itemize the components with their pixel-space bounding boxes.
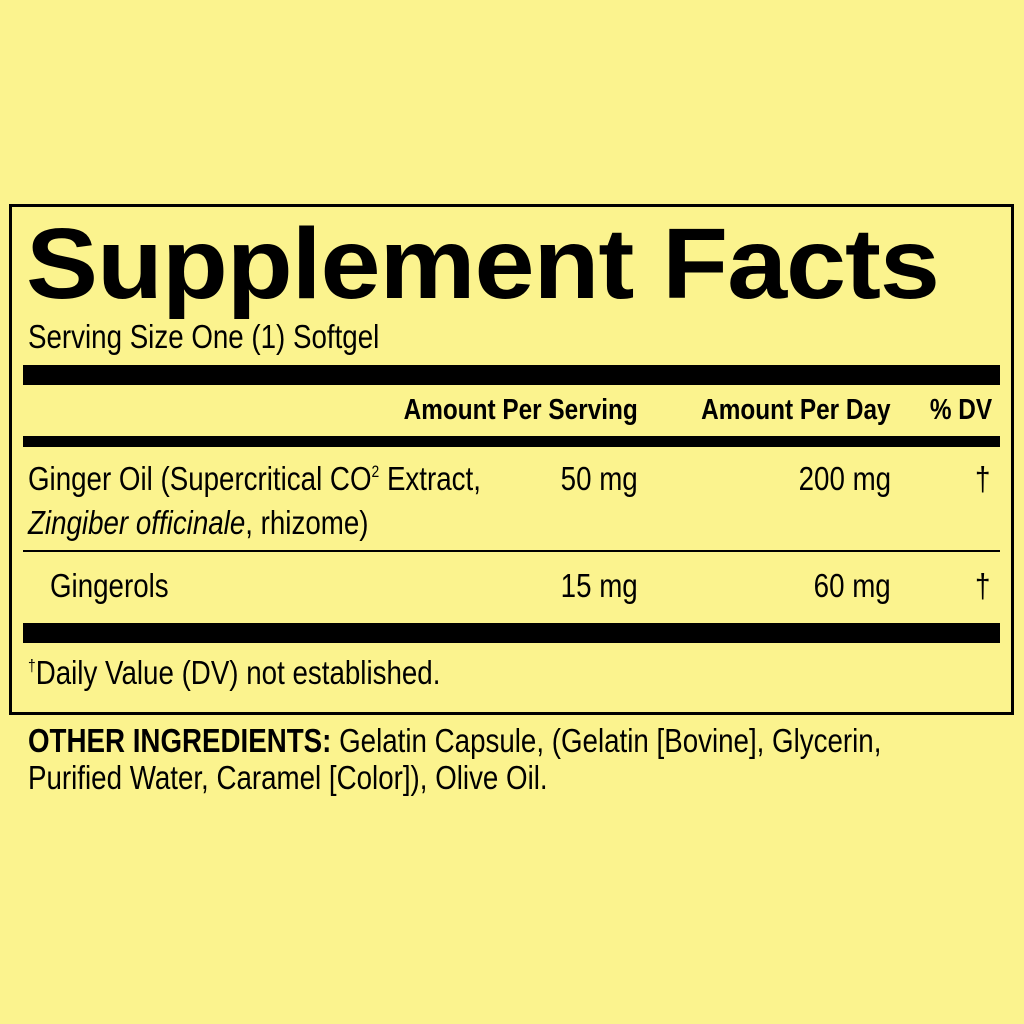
footnote-text: Daily Value (DV) not established. [35,654,441,691]
dagger-mark: † [28,657,36,675]
per-serving-value: 50 mg [560,460,638,497]
other-ingredients-text: Gelatin Capsule, (Gelatin [Bovine], Glyc… [331,722,882,759]
header-per-serving: Amount Per Serving [403,394,638,426]
botanical-name: Zingiber officinale [28,504,246,541]
ingredient-name-text: Extract, [379,460,481,497]
subscript-number: 2 [371,463,380,481]
thick-divider [23,623,1000,643]
footnote: †Daily Value (DV) not established. [28,656,440,689]
header-dv: % DV [929,394,992,426]
other-ingredients-line2: Purified Water, Caramel [Color]), Olive … [28,759,548,796]
serving-size: Serving Size One (1) Softgel [28,318,380,355]
plant-part: , rhizome) [245,504,369,541]
ingredient-source: Zingiber officinale, rhizome) [28,506,368,539]
ingredient-name: Ginger Oil (Supercritical CO2 Extract, [28,462,481,495]
other-ingredients-label: OTHER INGREDIENTS: [28,722,332,759]
other-ingredients: OTHER INGREDIENTS: Gelatin Capsule, (Gel… [28,724,881,757]
header-divider [23,436,1000,447]
header-per-day: Amount Per Day [701,394,891,426]
dv-value: † [974,567,990,604]
per-day-value: 60 mg [813,567,891,604]
row-divider [23,550,1000,552]
per-serving-value: 15 mg [560,567,638,604]
per-day-value: 200 mg [798,460,891,497]
panel-title: Supplement Facts [26,208,940,320]
supplement-facts-panel [9,204,1014,715]
ingredient-name: Gingerols [50,567,169,604]
thick-divider [23,365,1000,385]
dv-value: † [974,460,990,497]
ingredient-name-text: Ginger Oil (Supercritical CO [28,460,372,497]
